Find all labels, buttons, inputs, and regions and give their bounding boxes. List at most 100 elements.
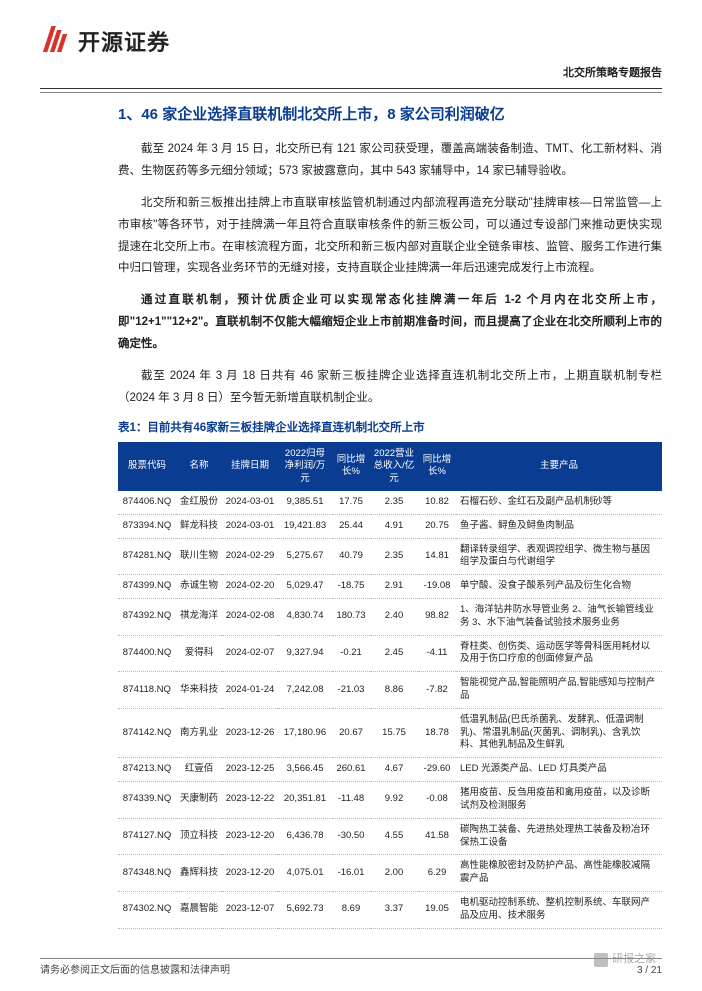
table-cell: 南方乳业 bbox=[176, 708, 222, 757]
footer-page: 3 / 21 bbox=[637, 963, 662, 979]
footer-disclaimer: 请务必参阅正文后面的信息披露和法律声明 bbox=[40, 963, 230, 979]
table-cell: 单宁酸、没食子酸系列产品及衍生化合物 bbox=[456, 575, 662, 599]
page-header: 开源证券 bbox=[40, 24, 662, 61]
table-cell: 3,566.45 bbox=[278, 758, 332, 782]
table-cell: 鑫辉科技 bbox=[176, 855, 222, 892]
table-row: 873394.NQ鲜龙科技2024-03-0119,421.8325.444.9… bbox=[118, 514, 662, 538]
table-cell: 874213.NQ bbox=[118, 758, 176, 782]
table-cell: 180.73 bbox=[332, 598, 370, 635]
table-row: 874281.NQ联川生物2024-02-295,275.6740.792.35… bbox=[118, 538, 662, 575]
table-cell: 9.92 bbox=[370, 782, 418, 819]
th-profit: 2022归母净利润/万元 bbox=[278, 442, 332, 491]
table-cell: 石榴石砂、金红石及副产品机制砂等 bbox=[456, 491, 662, 514]
table-row: 874399.NQ赤诚生物2024-02-205,029.47-18.752.9… bbox=[118, 575, 662, 599]
table-cell: 874348.NQ bbox=[118, 855, 176, 892]
table-cell: 翻译转录组学、表观调控组学、微生物与基因组学及蛋白与代谢组学 bbox=[456, 538, 662, 575]
table-row: 874339.NQ天康制药2023-12-2220,351.81-11.489.… bbox=[118, 782, 662, 819]
table-cell: 19.05 bbox=[418, 891, 456, 928]
paragraph-2: 北交所和新三板推出挂牌上市直联审核监管机制通过内部流程再造充分联动"挂牌审核—日… bbox=[118, 193, 662, 280]
table-cell: 金红股份 bbox=[176, 491, 222, 514]
table-cell: 5,692.73 bbox=[278, 891, 332, 928]
table-row: 874302.NQ嘉晨智能2023-12-075,692.738.693.371… bbox=[118, 891, 662, 928]
th-date: 挂牌日期 bbox=[222, 442, 278, 491]
table-cell: 6.29 bbox=[418, 855, 456, 892]
table-cell: 天康制药 bbox=[176, 782, 222, 819]
content-area: 1、46 家企业选择直联机制北交所上市，8 家公司利润破亿 截至 2024 年 … bbox=[40, 103, 662, 928]
table-cell: 2.91 bbox=[370, 575, 418, 599]
table-cell: 2024-03-01 bbox=[222, 514, 278, 538]
table-row: 874400.NQ爱得科2024-02-079,327.94-0.212.45-… bbox=[118, 635, 662, 672]
table-row: 874127.NQ顶立科技2023-12-206,436.78-30.504.5… bbox=[118, 818, 662, 855]
table-cell: 华来科技 bbox=[176, 672, 222, 709]
table-cell: 祺龙海洋 bbox=[176, 598, 222, 635]
table-cell: -0.08 bbox=[418, 782, 456, 819]
th-rev: 2022营业总收入/亿元 bbox=[370, 442, 418, 491]
table-cell: -30.50 bbox=[332, 818, 370, 855]
th-name: 名称 bbox=[176, 442, 222, 491]
table-row: 874392.NQ祺龙海洋2024-02-084,830.74180.732.4… bbox=[118, 598, 662, 635]
table-cell: 874142.NQ bbox=[118, 708, 176, 757]
table-cell: 7,242.08 bbox=[278, 672, 332, 709]
table-cell: -16.01 bbox=[332, 855, 370, 892]
table-cell: 2023-12-22 bbox=[222, 782, 278, 819]
company-table: 股票代码 名称 挂牌日期 2022归母净利润/万元 同比增长% 2022营业总收… bbox=[118, 442, 662, 929]
table-cell: 2.35 bbox=[370, 491, 418, 514]
table-cell: 2023-12-25 bbox=[222, 758, 278, 782]
table-cell: 3.37 bbox=[370, 891, 418, 928]
table-cell: 874400.NQ bbox=[118, 635, 176, 672]
table-cell: -19.08 bbox=[418, 575, 456, 599]
table-cell: 脊柱类、创伤类、运动医学等骨科医用耗材以及用于伤口疗愈的创面修复产品 bbox=[456, 635, 662, 672]
table-cell: 41.58 bbox=[418, 818, 456, 855]
table-cell: 1、海洋钻井防水导管业务 2、油气长输管线业务 3、水下油气装备试验技术服务业务 bbox=[456, 598, 662, 635]
table-cell: 2024-02-08 bbox=[222, 598, 278, 635]
table-cell: -18.75 bbox=[332, 575, 370, 599]
table-cell: -21.03 bbox=[332, 672, 370, 709]
table-cell: 2024-02-29 bbox=[222, 538, 278, 575]
header-subrule bbox=[40, 92, 662, 93]
table-cell: 20.75 bbox=[418, 514, 456, 538]
table-cell: 爱得科 bbox=[176, 635, 222, 672]
th-yoy2: 同比增长% bbox=[418, 442, 456, 491]
brand-name: 开源证券 bbox=[78, 25, 170, 60]
table-cell: 2024-03-01 bbox=[222, 491, 278, 514]
table-cell: 874302.NQ bbox=[118, 891, 176, 928]
th-yoy1: 同比增长% bbox=[332, 442, 370, 491]
table-cell: 8.69 bbox=[332, 891, 370, 928]
table-cell: 碳陶热工装备、先进热处理热工装备及粉冶环保热工设备 bbox=[456, 818, 662, 855]
table-cell: 10.82 bbox=[418, 491, 456, 514]
table-cell: -0.21 bbox=[332, 635, 370, 672]
table-cell: 15.75 bbox=[370, 708, 418, 757]
table-cell: 873394.NQ bbox=[118, 514, 176, 538]
table-row: 874348.NQ鑫辉科技2023-12-204,075.01-16.012.0… bbox=[118, 855, 662, 892]
table-cell: 9,327.94 bbox=[278, 635, 332, 672]
table-cell: 智能视觉产品,智能照明产品,智能感知与控制产品 bbox=[456, 672, 662, 709]
table-cell: 2023-12-20 bbox=[222, 818, 278, 855]
table-cell: 874399.NQ bbox=[118, 575, 176, 599]
paragraph-1: 截至 2024 年 3 月 15 日，北交所已有 121 家公司获受理，覆盖高端… bbox=[118, 139, 662, 183]
header-rule bbox=[40, 88, 662, 89]
table-row: 874142.NQ南方乳业2023-12-2617,180.9620.6715.… bbox=[118, 708, 662, 757]
table-cell: 顶立科技 bbox=[176, 818, 222, 855]
paragraph-3: 通过直联机制，预计优质企业可以实现常态化挂牌满一年后 1-2 个月内在北交所上市… bbox=[118, 290, 662, 356]
table-cell: 40.79 bbox=[332, 538, 370, 575]
table-cell: 2.00 bbox=[370, 855, 418, 892]
table-cell: 4.55 bbox=[370, 818, 418, 855]
table-cell: 4.67 bbox=[370, 758, 418, 782]
paragraph-4: 截至 2024 年 3 月 18 日共有 46 家新三板挂牌企业选择直连机制北交… bbox=[118, 366, 662, 410]
page-footer: 请务必参阅正文后面的信息披露和法律声明 3 / 21 bbox=[40, 958, 662, 979]
table-cell: 17.75 bbox=[332, 491, 370, 514]
report-type: 北交所策略专题报告 bbox=[40, 65, 662, 83]
table-cell: 14.81 bbox=[418, 538, 456, 575]
th-code: 股票代码 bbox=[118, 442, 176, 491]
table-cell: 25.44 bbox=[332, 514, 370, 538]
table-cell: 鱼子酱、鲟鱼及鲟鱼肉制品 bbox=[456, 514, 662, 538]
table-cell: 4,075.01 bbox=[278, 855, 332, 892]
table-cell: 2.45 bbox=[370, 635, 418, 672]
table-body: 874406.NQ金红股份2024-03-019,385.5117.752.35… bbox=[118, 491, 662, 928]
table-cell: 18.78 bbox=[418, 708, 456, 757]
table-row: 874406.NQ金红股份2024-03-019,385.5117.752.35… bbox=[118, 491, 662, 514]
table-cell: 9,385.51 bbox=[278, 491, 332, 514]
table-cell: 2023-12-20 bbox=[222, 855, 278, 892]
table-cell: 874127.NQ bbox=[118, 818, 176, 855]
table-title: 表1：目前共有46家新三板挂牌企业选择直连机制北交所上市 bbox=[118, 419, 662, 437]
